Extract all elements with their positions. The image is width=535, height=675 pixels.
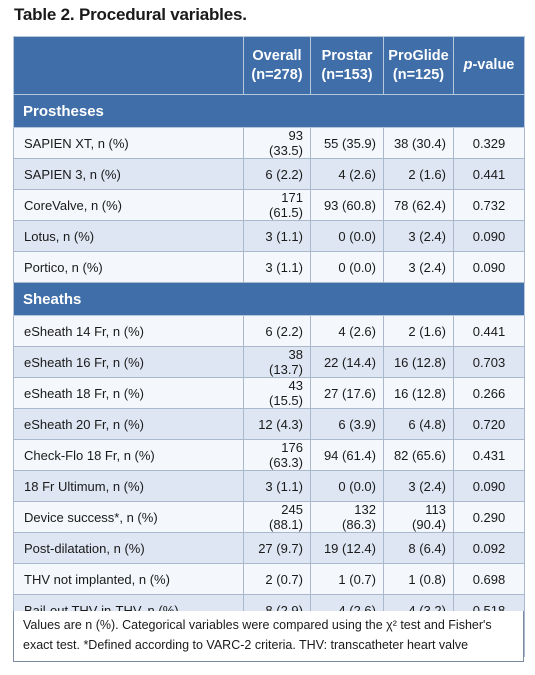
cell-overall: 3 (1.1) (243, 220, 311, 252)
cell-prostar: 55 (35.9) (310, 127, 384, 159)
cell-prostar: 6 (3.9) (310, 408, 384, 440)
cell-prostar: 19 (12.4) (310, 532, 384, 564)
cell-proglide: 3 (2.4) (383, 470, 454, 502)
cell-overall: 3 (1.1) (243, 251, 311, 283)
row-label: Lotus, n (%) (13, 220, 244, 252)
row-label: SAPIEN 3, n (%) (13, 158, 244, 190)
cell-prostar: 93 (60.8) (310, 189, 384, 221)
table-row: 18 Fr Ultimum, n (%) 3 (1.1) 0 (0.0) 3 (2.4… (13, 470, 525, 502)
row-label: eSheath 20 Fr, n (%) (13, 408, 244, 440)
table-row: SAPIEN 3, n (%) 6 (2.2) 4 (2.6) 2 (1.6) 0.44… (13, 158, 525, 190)
cell-proglide: 16 (12.8) (383, 377, 454, 409)
cell-prostar: 0 (0.0) (310, 220, 384, 252)
table-row: Check-Flo 18 Fr, n (%) 176 (63.3) 94 (61.4… (13, 439, 525, 471)
table-row: Portico, n (%) 3 (1.1) 0 (0.0) 3 (2.4) 0.090 (13, 251, 525, 283)
row-label: eSheath 18 Fr, n (%) (13, 377, 244, 409)
section-header-sheaths: Sheaths (13, 282, 525, 316)
cell-overall: 38 (13.7) (243, 346, 311, 378)
cell-proglide: 78 (62.4) (383, 189, 454, 221)
cell-proglide: 16 (12.8) (383, 346, 454, 378)
procedural-variables-table: Overall (n=278) Prostar (n=153) ProGlide (n… (13, 36, 525, 657)
cell-prostar: 0 (0.0) (310, 470, 384, 502)
table-row: SAPIEN XT, n (%) 93 (33.5) 55 (35.9) 38 (30… (13, 127, 525, 159)
cell-p-value: 0.290 (453, 501, 525, 533)
cell-prostar: 4 (2.6) (310, 315, 384, 347)
cell-overall: 3 (1.1) (243, 470, 311, 502)
cell-overall: 245 (88.1) (243, 501, 311, 533)
row-label: eSheath 14 Fr, n (%) (13, 315, 244, 347)
cell-overall: 171 (61.5) (243, 189, 311, 221)
row-label: 18 Fr Ultimum, n (%) (13, 470, 244, 502)
header-proglide: ProGlide (n=125) (383, 36, 454, 95)
cell-proglide: 82 (65.6) (383, 439, 454, 471)
header-prostar: Prostar (n=153) (310, 36, 384, 95)
cell-prostar: 4 (2.6) (310, 158, 384, 190)
row-label: Device success*, n (%) (13, 501, 244, 533)
cell-prostar: 132 (86.3) (310, 501, 384, 533)
cell-proglide: 2 (1.6) (383, 158, 454, 190)
cell-prostar: 94 (61.4) (310, 439, 384, 471)
table-row: eSheath 18 Fr, n (%) 43 (15.5) 27 (17.6) 16… (13, 377, 525, 409)
cell-overall: 27 (9.7) (243, 532, 311, 564)
cell-p-value: 0.266 (453, 377, 525, 409)
table-footnote: Values are n (%). Categorical variables … (13, 611, 524, 662)
cell-p-value: 0.698 (453, 563, 525, 595)
cell-prostar: 27 (17.6) (310, 377, 384, 409)
cell-proglide: 113 (90.4) (383, 501, 454, 533)
cell-overall: 93 (33.5) (243, 127, 311, 159)
row-label: eSheath 16 Fr, n (%) (13, 346, 244, 378)
cell-overall: 176 (63.3) (243, 439, 311, 471)
header-pvalue: p-value (453, 36, 525, 95)
cell-prostar: 1 (0.7) (310, 563, 384, 595)
table-row: Device success*, n (%) 245 (88.1) 132 (86.… (13, 501, 525, 533)
cell-proglide: 1 (0.8) (383, 563, 454, 595)
table-row: eSheath 20 Fr, n (%) 12 (4.3) 6 (3.9) 6 (4.… (13, 408, 525, 440)
cell-overall: 2 (0.7) (243, 563, 311, 595)
cell-proglide: 6 (4.8) (383, 408, 454, 440)
cell-proglide: 38 (30.4) (383, 127, 454, 159)
cell-p-value: 0.431 (453, 439, 525, 471)
cell-p-value: 0.441 (453, 158, 525, 190)
section-header-prostheses: Prostheses (13, 94, 525, 128)
cell-proglide: 8 (6.4) (383, 532, 454, 564)
row-label: THV not implanted, n (%) (13, 563, 244, 595)
table-row: THV not implanted, n (%) 2 (0.7) 1 (0.7) 1 … (13, 563, 525, 595)
cell-p-value: 0.090 (453, 251, 525, 283)
cell-prostar: 0 (0.0) (310, 251, 384, 283)
cell-p-value: 0.703 (453, 346, 525, 378)
cell-overall: 43 (15.5) (243, 377, 311, 409)
table-row: Post-dilatation, n (%) 27 (9.7) 19 (12.4) 8… (13, 532, 525, 564)
cell-proglide: 2 (1.6) (383, 315, 454, 347)
header-row: Overall (n=278) Prostar (n=153) ProGlide (n… (13, 36, 525, 95)
cell-p-value: 0.090 (453, 220, 525, 252)
cell-p-value: 0.732 (453, 189, 525, 221)
cell-p-value: 0.329 (453, 127, 525, 159)
row-label: Portico, n (%) (13, 251, 244, 283)
row-label: Check-Flo 18 Fr, n (%) (13, 439, 244, 471)
cell-overall: 6 (2.2) (243, 158, 311, 190)
table-row: eSheath 16 Fr, n (%) 38 (13.7) 22 (14.4) 16… (13, 346, 525, 378)
row-label: Post-dilatation, n (%) (13, 532, 244, 564)
cell-p-value: 0.092 (453, 532, 525, 564)
table-row: Lotus, n (%) 3 (1.1) 0 (0.0) 3 (2.4) 0.090 (13, 220, 525, 252)
cell-p-value: 0.090 (453, 470, 525, 502)
row-label: CoreValve, n (%) (13, 189, 244, 221)
cell-overall: 12 (4.3) (243, 408, 311, 440)
table-row: CoreValve, n (%) 171 (61.5) 93 (60.8) 78 (6… (13, 189, 525, 221)
cell-proglide: 3 (2.4) (383, 251, 454, 283)
cell-prostar: 22 (14.4) (310, 346, 384, 378)
table-caption: Table 2. Procedural variables. (14, 5, 247, 24)
cell-overall: 6 (2.2) (243, 315, 311, 347)
header-blank (13, 36, 244, 95)
table-row: eSheath 14 Fr, n (%) 6 (2.2) 4 (2.6) 2 (1.6… (13, 315, 525, 347)
header-overall: Overall (n=278) (243, 36, 311, 95)
cell-proglide: 3 (2.4) (383, 220, 454, 252)
row-label: SAPIEN XT, n (%) (13, 127, 244, 159)
cell-p-value: 0.441 (453, 315, 525, 347)
cell-p-value: 0.720 (453, 408, 525, 440)
